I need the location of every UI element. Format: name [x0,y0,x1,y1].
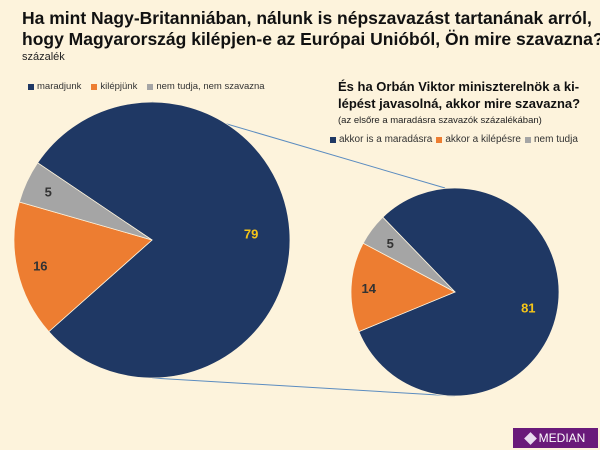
legend-swatch [524,136,531,143]
legend-item: maradjunk [28,81,81,92]
second-title-line-2: lépést javasolná, akkor mire szavazna? [338,96,581,111]
legend-swatch [147,83,154,90]
second-chart-note: (az elsőre a maradásra szavazók százalék… [338,115,542,126]
legend-item: nem tudja [524,134,578,145]
title-line-2: hogy Magyarország kilépjen-e az Európai … [22,29,600,49]
legend-swatch [28,83,34,90]
legend-item: nem tudja, nem szavazna [147,81,265,92]
logo-text: MEDIAN [538,431,586,445]
pie-slice-1-2 [362,216,456,293]
legend-label: akkor a kilépésre [445,134,521,145]
legend-item: akkor is a maradásra [330,134,432,145]
title-line-1: Ha mint Nagy-Britanniában, nálunk is nép… [22,8,592,28]
chart-title: Ha mint Nagy-Britanniában, nálunk is nép… [22,8,600,50]
median-logo: MEDIAN [513,428,598,448]
legend-swatch [436,136,443,143]
subtitle: százalék [22,51,65,63]
pie-slice-1-1 [350,242,456,333]
pie-slice-0-2 [18,162,153,241]
data-label: 16 [33,258,47,273]
data-label: 14 [362,281,377,296]
second-title-line-1: És ha Orbán Viktor miniszterelnök a ki- [338,79,580,94]
pie-slice-0-0 [37,101,291,379]
legend-label: maradjunk [37,81,82,92]
data-label: 81 [521,300,535,315]
legend-item: akkor a kilépésre [436,134,521,145]
pie-slice-1-0 [358,187,560,397]
legend-swatch [91,83,98,90]
legend-main: maradjunk kilépjünk nem tudja, nem szava… [28,81,265,92]
data-label: 79 [244,226,258,241]
second-chart-title: És ha Orbán Viktor miniszterelnök a ki- … [338,78,580,112]
legend-item: kilépjünk [91,81,137,92]
legend-label: akkor is a maradásra [339,134,433,145]
data-label: 5 [387,236,394,251]
legend-label: kilépjünk [100,81,138,92]
legend-label: nem tudja [533,134,578,145]
legend-swatch [330,136,336,143]
legend-second: akkor is a maradásra akkor a kilépésre n… [330,134,578,145]
data-label: 5 [45,185,52,200]
connector-line-bottom [151,377,456,397]
logo-diamond-icon [523,431,537,445]
pie-slice-0-1 [13,201,153,333]
legend-label: nem tudja, nem szavazna [156,81,265,92]
